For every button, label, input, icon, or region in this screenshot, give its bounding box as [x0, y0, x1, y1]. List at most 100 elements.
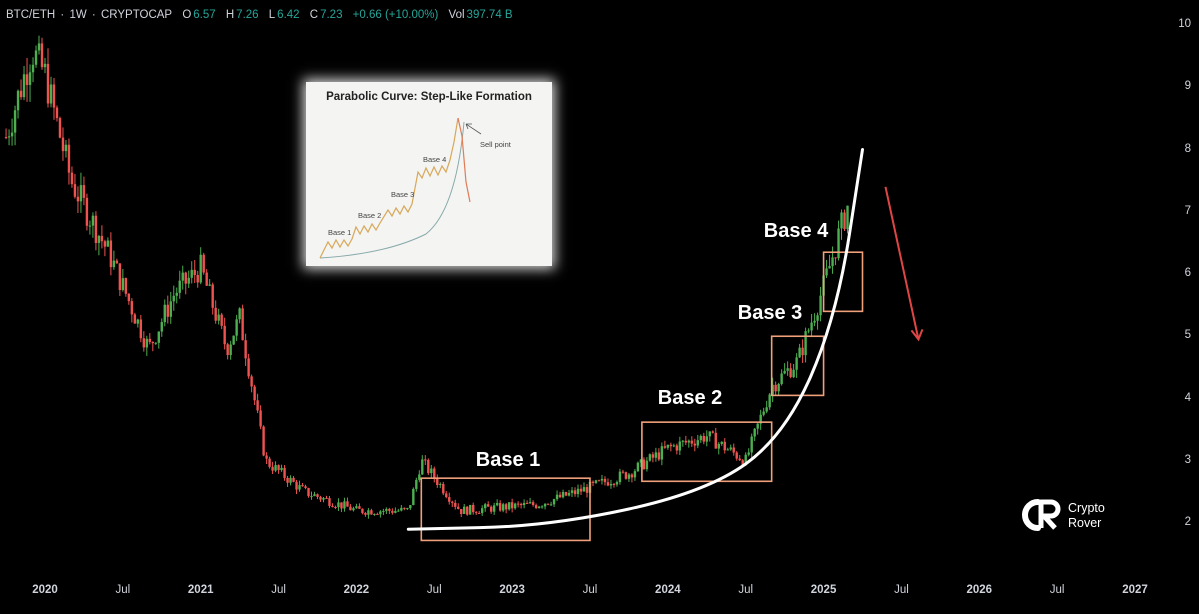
candle-body: [430, 468, 433, 474]
candle-body: [376, 513, 379, 515]
candle-body: [175, 292, 178, 296]
candle-body: [367, 510, 370, 515]
candle-body: [397, 510, 400, 512]
candle-body: [442, 483, 445, 494]
candle-body: [615, 482, 619, 485]
candle-body: [445, 493, 448, 498]
base1-label: Base 1: [475, 449, 541, 471]
x-tick-label: Jul: [1049, 584, 1065, 596]
candle-body: [136, 319, 140, 324]
candle-body: [750, 436, 753, 453]
candle-body: [403, 507, 406, 509]
candle-body: [582, 487, 586, 492]
y-tick-label: 10: [1178, 18, 1191, 30]
candle-body: [531, 502, 535, 506]
candle-body: [633, 471, 637, 478]
candle-body: [469, 504, 472, 515]
interval: 1W: [69, 9, 87, 21]
candle-body: [798, 347, 801, 358]
candle-body: [334, 506, 337, 508]
candle-body: [4, 137, 8, 139]
x-tick-label: Jul: [115, 584, 131, 596]
candle-body: [561, 492, 565, 498]
candle-body: [654, 452, 658, 458]
candle-body: [100, 235, 104, 242]
candle-body: [139, 319, 143, 339]
candle-body: [409, 505, 412, 509]
x-tick-label: 2025: [810, 584, 837, 596]
low-value: 6.42: [277, 9, 300, 21]
candle-body: [516, 503, 520, 505]
candle-body: [193, 269, 196, 275]
candle-body: [564, 492, 568, 496]
candle-body: [687, 440, 691, 443]
candle-body: [82, 185, 86, 198]
candle-body: [358, 506, 361, 509]
candle-body: [70, 172, 74, 185]
x-tick-label: Jul: [271, 584, 286, 596]
candle-body: [157, 331, 160, 343]
candle-body: [199, 254, 202, 283]
candle-body: [666, 444, 670, 448]
candle-body: [418, 474, 421, 480]
inset-title: Parabolic Curve: Step-Like Formation: [326, 91, 532, 103]
candle-body: [49, 84, 53, 104]
candle-body: [579, 488, 583, 492]
candle-body: [576, 488, 580, 495]
candle-body: [34, 50, 38, 65]
candle-body: [591, 481, 595, 483]
candle-body: [241, 308, 244, 341]
y-tick-label: 3: [1184, 453, 1191, 466]
candle-body: [37, 43, 41, 51]
x-tick-label: Jul: [894, 584, 909, 596]
candle-body: [280, 467, 283, 471]
candle-body: [525, 502, 529, 504]
inset-base2: Base 2: [358, 211, 382, 220]
inset-sell-point: Sell point: [480, 140, 511, 149]
candle-body: [19, 90, 23, 98]
candle-body: [85, 197, 89, 226]
candle-body: [190, 269, 193, 278]
candle-body: [265, 455, 268, 459]
candle-body: [606, 482, 610, 486]
candle-body: [645, 460, 649, 470]
candle-body: [91, 215, 95, 226]
candle-body: [283, 467, 286, 478]
candle-body: [67, 144, 71, 173]
candle-body: [510, 502, 514, 509]
candle-body: [172, 295, 175, 302]
candle-body: [307, 488, 310, 497]
base2-label: Base 2: [657, 387, 723, 409]
inset-base3: Base 3: [391, 190, 415, 199]
candle-body: [346, 501, 349, 507]
candle-body: [780, 373, 783, 385]
candle-body: [639, 459, 643, 463]
candle-body: [421, 459, 424, 475]
candle-body: [795, 357, 798, 370]
chart-header: BTC/ETH · 1W · CRYPTOCAP O 6.57 H 7.26 L 6.…: [6, 9, 513, 21]
candle-body: [196, 274, 199, 283]
candle-body: [223, 325, 226, 345]
base2-box: [641, 421, 773, 483]
candle-body: [31, 64, 35, 73]
candle-body: [103, 241, 107, 247]
candle-body: [681, 440, 685, 442]
candle-body: [211, 284, 214, 308]
candle-body: [792, 369, 795, 378]
candle-body: [361, 508, 364, 513]
candle-body: [259, 410, 262, 427]
candle-body: [328, 498, 331, 506]
candle-body: [489, 506, 493, 512]
candle-body: [819, 295, 822, 316]
candle-body: [609, 483, 613, 486]
change-value: +0.66 (+10.00%): [352, 9, 439, 21]
candle-body: [663, 446, 667, 448]
candle-body: [567, 492, 571, 496]
candle-body: [451, 501, 454, 503]
candle-body: [325, 497, 328, 499]
candle-body: [46, 63, 50, 104]
candle-body: [286, 477, 289, 483]
candle-body: [783, 370, 786, 374]
candle-body: [400, 507, 403, 511]
